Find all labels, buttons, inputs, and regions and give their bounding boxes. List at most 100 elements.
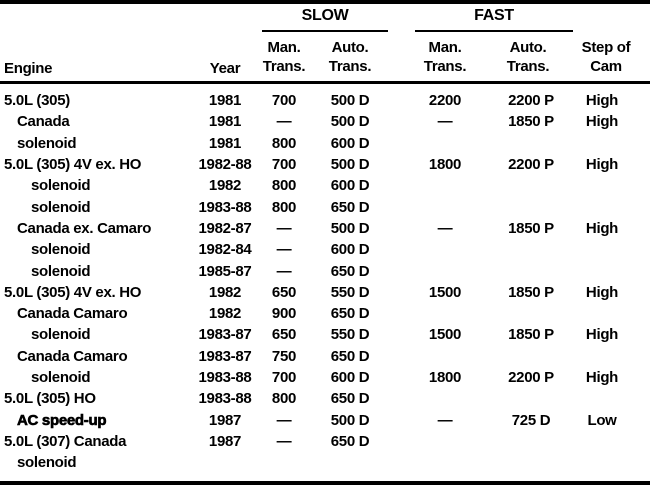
cell-slow-auto: 650 D	[330, 262, 370, 280]
cell-cam: High	[585, 156, 619, 174]
cell-fast-man: —	[437, 113, 453, 131]
man-label: Man.	[428, 39, 462, 56]
cell-slow-auto: 500 D	[330, 219, 370, 237]
cell-year: 1981	[208, 134, 242, 152]
cell-slow-man: 800	[271, 134, 297, 152]
cell-fast-man: —	[437, 219, 453, 237]
cell-fast-man: —	[437, 411, 453, 429]
man-label: Man.	[267, 39, 301, 56]
column-header-slow-man-trans: Man. Trans.	[254, 38, 314, 76]
cell-fast-auto: 2200 P	[508, 156, 554, 174]
cell-year: 1985-87	[198, 262, 252, 280]
column-header-engine: Engine	[4, 60, 53, 77]
cell-year: 1983-87	[198, 347, 252, 365]
cell-slow-man: 700	[271, 369, 297, 386]
cell-slow-auto: 650 D	[330, 432, 370, 450]
cell-slow-man: 900	[271, 305, 297, 323]
cell-slow-auto: 650 D	[330, 198, 370, 216]
cell-engine: 5.0L (305) HO	[4, 390, 96, 408]
cell-slow-man: 650	[271, 326, 297, 344]
cell-fast-auto: 725 D	[511, 411, 551, 429]
cell-slow-auto: 600 D	[330, 369, 370, 386]
cell-engine: solenoid	[31, 241, 91, 259]
table-row: Canada Camaro 1982 900 650 D	[0, 303, 650, 324]
cell-slow-man: 800	[271, 177, 297, 195]
cell-fast-auto: 2200 P	[508, 369, 554, 386]
cell-cam: High	[585, 92, 619, 110]
table-row: solenoid 1985-87 — 650 D	[0, 260, 650, 281]
table-row: Canada ex. Camaro 1982-87 — 500 D — 1850 P Hig…	[0, 218, 650, 239]
group-header-slow: SLOW	[262, 7, 388, 32]
cell-fast-man: 1800	[428, 369, 462, 386]
cell-cam: High	[585, 369, 619, 386]
table-row: solenoid 1982-84 — 600 D	[0, 239, 650, 260]
cell-cam: High	[585, 283, 619, 301]
cell-engine: 5.0L (305) 4V ex. HO	[4, 156, 142, 174]
cell-slow-man: 650	[271, 283, 297, 301]
cell-slow-man: —	[276, 219, 292, 237]
table-row: solenoid	[0, 452, 650, 473]
cell-engine: AC speed-up	[17, 411, 107, 429]
cell-slow-auto: 550 D	[330, 283, 370, 301]
cell-slow-auto: 550 D	[330, 326, 370, 344]
cell-slow-man: —	[276, 432, 292, 450]
cell-fast-man: 2200	[428, 92, 462, 110]
cell-slow-man: 700	[271, 156, 297, 174]
cell-cam: High	[585, 326, 619, 344]
table-row: solenoid 1981 800 600 D	[0, 133, 650, 154]
cell-engine: solenoid	[31, 198, 91, 216]
cell-slow-man: 800	[271, 390, 297, 408]
cell-slow-man: 800	[271, 198, 297, 216]
cell-engine: 5.0L (307) Canada	[4, 432, 127, 450]
column-header-fast-man-trans: Man. Trans.	[386, 38, 504, 76]
trans-label: Trans.	[506, 58, 550, 75]
table-row: solenoid 1983-88 700 600 D 1800 2200 P High	[0, 367, 650, 388]
cell-fast-man: 1800	[428, 156, 462, 174]
cell-year: 1982	[208, 283, 242, 301]
auto-label: Auto.	[331, 39, 369, 56]
cell-engine: 5.0L (305) 4V ex. HO	[4, 283, 142, 301]
trans-label: Trans.	[423, 58, 467, 75]
cell-slow-man: —	[276, 411, 292, 429]
table-row: Canada 1981 — 500 D — 1850 P High	[0, 111, 650, 132]
cell-fast-auto: 1850 P	[508, 326, 554, 344]
table-row: 5.0L (307) Canada 1987 — 650 D	[0, 431, 650, 452]
cell-engine: 5.0L (305)	[4, 92, 70, 110]
cell-engine: solenoid	[31, 262, 91, 280]
cell-engine: Canada Camaro	[17, 305, 128, 323]
cell-year: 1983-87	[198, 326, 252, 344]
column-header-year: Year	[209, 60, 241, 77]
cell-slow-man: —	[276, 262, 292, 280]
cell-slow-auto: 600 D	[330, 177, 370, 195]
cell-engine: solenoid	[17, 134, 77, 152]
cell-year: 1982-84	[198, 241, 252, 259]
cell-engine: Canada Camaro	[17, 347, 128, 365]
table-row: 5.0L (305) HO 1983-88 800 650 D	[0, 388, 650, 409]
cell-year: 1983-88	[198, 390, 252, 408]
cell-slow-auto: 600 D	[330, 241, 370, 259]
header-rule	[0, 81, 650, 84]
cell-fast-auto: 1850 P	[508, 219, 554, 237]
cell-year: 1982	[208, 177, 242, 195]
cell-engine: solenoid	[31, 326, 91, 344]
cell-slow-man: —	[276, 241, 292, 259]
cell-engine: Canada	[17, 113, 70, 131]
cell-engine: solenoid	[17, 454, 77, 472]
auto-label: Auto.	[509, 39, 547, 56]
top-rule	[0, 0, 650, 4]
group-header-fast: FAST	[415, 7, 573, 32]
cell-engine: solenoid	[31, 369, 91, 386]
cell-year: 1983-88	[198, 198, 252, 216]
cell-cam: High	[585, 219, 619, 237]
cell-slow-man: 750	[271, 347, 297, 365]
cell-fast-auto: 2200 P	[508, 92, 554, 110]
cell-year: 1982-88	[198, 156, 252, 174]
cell-engine: solenoid	[31, 177, 91, 195]
cell-year: 1987	[208, 432, 242, 450]
cell-slow-auto: 650 D	[330, 390, 370, 408]
bottom-rule	[0, 481, 650, 485]
cell-slow-auto: 500 D	[330, 113, 370, 131]
cell-cam: High	[585, 113, 619, 131]
cell-year: 1982	[208, 305, 242, 323]
